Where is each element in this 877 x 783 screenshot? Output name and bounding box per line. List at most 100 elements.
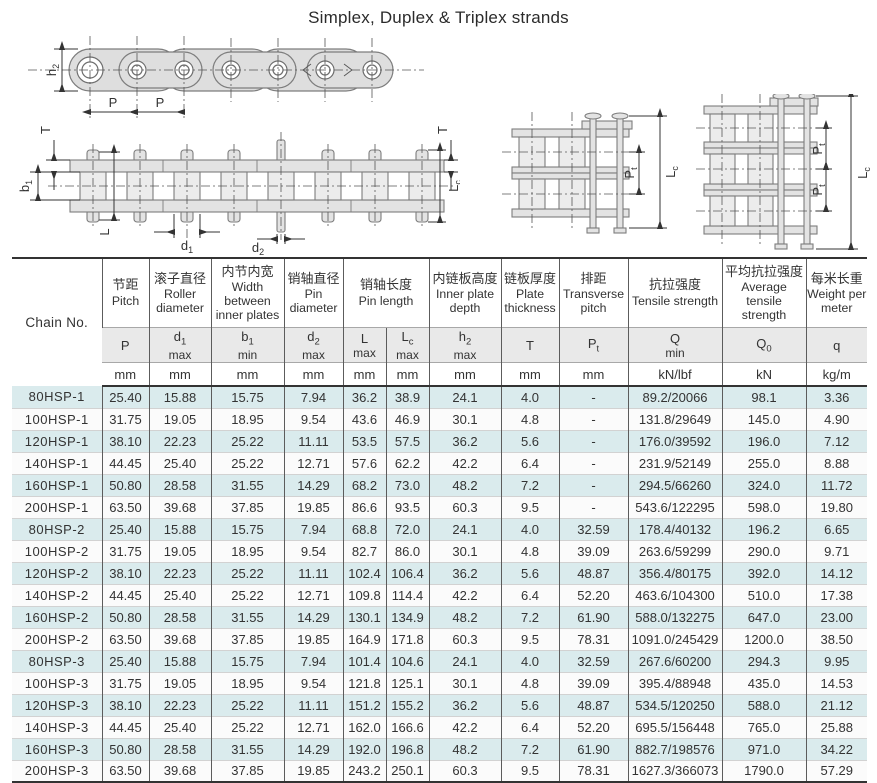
value-cell: 34.22	[805, 737, 868, 760]
column-symbol: T	[500, 327, 560, 363]
chain-no-cell: 100HSP-1	[12, 407, 102, 430]
value-cell: 25.22	[210, 429, 284, 452]
value-cell: 130.1	[342, 605, 386, 628]
value-cell: 39.68	[148, 627, 211, 650]
value-cell: 14.53	[805, 671, 868, 694]
value-cell: 356.4/80175	[627, 561, 723, 584]
value-cell: 42.2	[428, 715, 502, 738]
value-cell: 25.40	[101, 649, 149, 672]
value-cell: 28.58	[148, 737, 211, 760]
value-cell: 37.85	[210, 627, 284, 650]
column-name-en: Tensile strength	[631, 293, 719, 308]
value-cell: 6.4	[500, 583, 560, 606]
column-name-cn: 滚子直径	[153, 270, 206, 286]
value-cell: 42.2	[428, 451, 502, 474]
value-cell: 30.1	[428, 671, 502, 694]
value-cell: 176.0/39592	[627, 429, 723, 452]
value-cell: 18.95	[210, 407, 284, 430]
column-symbol: h2 max	[428, 327, 502, 363]
value-cell: 86.0	[385, 539, 430, 562]
value-cell: 145.0	[721, 407, 807, 430]
value-cell: 7.2	[500, 473, 560, 496]
table-row: 120HSP-1 38.10 22.23 25.22 11.11 53.5 57.5 36.2…	[12, 429, 868, 452]
dim-label-l: L	[97, 228, 112, 235]
value-cell: 155.2	[385, 693, 430, 716]
value-cell: 243.2	[342, 759, 386, 782]
value-cell: 48.2	[428, 473, 502, 496]
chain-no-cell: 140HSP-3	[12, 715, 102, 738]
value-cell: 63.50	[101, 759, 149, 782]
value-cell: 392.0	[721, 561, 807, 584]
chain-no-header: Chain No.	[12, 258, 102, 386]
symbol-subscript: 0	[766, 343, 772, 355]
chain-no-cell: 160HSP-2	[12, 605, 102, 628]
column-group-header: 滚子直径 Roller diameter	[148, 258, 211, 328]
value-cell: 19.05	[148, 539, 211, 562]
value-cell: 50.80	[101, 737, 149, 760]
column-group-header: 链板厚度 Plate thickness	[500, 258, 560, 328]
dim-label-t-left: T	[38, 126, 53, 134]
value-cell: 42.2	[428, 583, 502, 606]
column-group-header: 每米长重 Weight per meter	[805, 258, 868, 328]
chain-no-cell: 200HSP-3	[12, 759, 102, 782]
value-cell: 89.2/20066	[627, 386, 723, 408]
symbol-subscript: t	[596, 343, 600, 355]
value-cell: 196.0	[721, 429, 807, 452]
value-cell: 57.29	[805, 759, 868, 782]
value-cell: 534.5/120250	[627, 693, 723, 716]
value-cell: 7.2	[500, 737, 560, 760]
chain-no-cell: 160HSP-3	[12, 737, 102, 760]
value-cell: 294.3	[721, 649, 807, 672]
value-cell: 39.68	[148, 759, 211, 782]
value-cell: 11.72	[805, 473, 868, 496]
value-cell: 882.7/198576	[627, 737, 723, 760]
header-unit-row: mm mm mm mm mm mm mm mm mm kN/lbf kN kg/m	[12, 362, 868, 387]
chain-no-cell: 120HSP-1	[12, 429, 102, 452]
value-cell: 435.0	[721, 671, 807, 694]
chain-no-cell: 100HSP-2	[12, 539, 102, 562]
value-cell: 25.22	[210, 583, 284, 606]
value-cell: 151.2	[342, 693, 386, 716]
chain-no-cell: 80HSP-3	[12, 649, 102, 672]
column-name-en: Roller diameter	[156, 286, 204, 315]
value-cell: 19.05	[148, 671, 211, 694]
value-cell: 588.0/132275	[627, 605, 723, 628]
value-cell: 63.50	[101, 627, 149, 650]
symbol-limit: min	[665, 346, 685, 360]
value-cell: 324.0	[721, 473, 807, 496]
value-cell: 31.55	[210, 737, 284, 760]
value-cell: 25.40	[101, 386, 149, 408]
value-cell: 4.8	[500, 539, 560, 562]
value-cell: 1790.0	[721, 759, 807, 782]
symbol-subscript: 1	[248, 336, 254, 348]
chain-no-cell: 120HSP-2	[12, 561, 102, 584]
column-group-header: 销轴直径 Pin diameter	[283, 258, 343, 328]
chain-no-cell: 140HSP-2	[12, 583, 102, 606]
value-cell: 68.2	[342, 473, 386, 496]
value-cell: 48.87	[558, 693, 629, 716]
table-row: 100HSP-2 31.75 19.05 18.95 9.54 82.7 86.0 30.1 4…	[12, 539, 868, 562]
value-cell: 38.50	[805, 627, 868, 650]
value-cell: 164.9	[342, 627, 386, 650]
value-cell: 57.6	[342, 451, 386, 474]
column-group-header: 节距 Pitch	[101, 258, 149, 328]
value-cell: 166.6	[385, 715, 430, 738]
value-cell: 255.0	[721, 451, 807, 474]
spec-table: Chain No. 节距 Pitch 滚子直径 Roller diameter 内节内宽 W…	[12, 257, 868, 783]
duplex-end-view-diagram: Pt Lc	[502, 108, 680, 234]
chain-no-cell: 200HSP-2	[12, 627, 102, 650]
column-name-cn: 抗拉强度	[649, 277, 702, 293]
value-cell: 14.12	[805, 561, 868, 584]
value-cell: 19.80	[805, 495, 868, 518]
value-cell: 1091.0/245429	[627, 627, 723, 650]
value-cell: 5.6	[500, 429, 560, 452]
table-row: 120HSP-3 38.10 22.23 25.22 11.11 151.2 155.2 36…	[12, 693, 868, 716]
value-cell: 19.85	[283, 495, 343, 518]
value-cell: 106.4	[385, 561, 430, 584]
symbol-limit: max	[168, 347, 192, 362]
symbol-text: d	[173, 329, 181, 345]
value-cell: 18.95	[210, 539, 284, 562]
value-cell: 25.40	[148, 715, 211, 738]
